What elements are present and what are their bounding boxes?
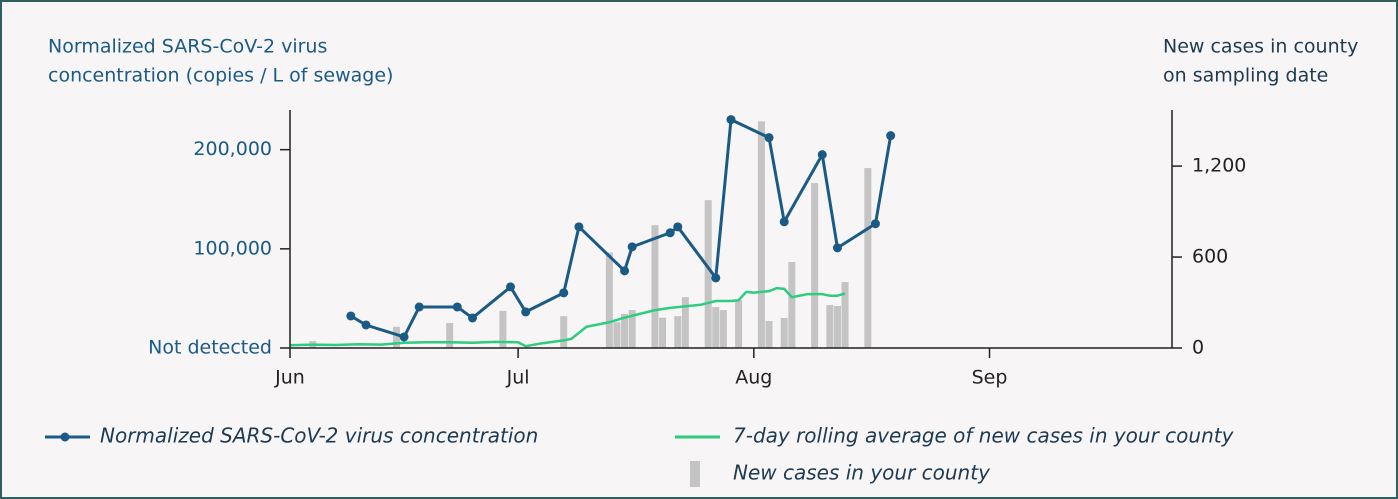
bar (757, 121, 765, 349)
bar (811, 183, 819, 348)
marker (452, 302, 462, 312)
legend-label: New cases in your county (733, 461, 991, 485)
y-tick-label: 200,000 (193, 138, 272, 160)
bar (864, 168, 872, 348)
bar (560, 316, 568, 348)
y2-axis-label: on sampling date (1163, 65, 1328, 87)
y-tick-label: 100,000 (193, 237, 272, 259)
marker (521, 307, 531, 317)
bar (628, 310, 636, 348)
bar (780, 317, 788, 348)
marker (764, 133, 774, 143)
marker (673, 222, 683, 232)
bar (651, 225, 659, 348)
y2-tick-label: 600 (1192, 246, 1228, 268)
bar (659, 317, 667, 348)
y2-tick-label: 0 (1192, 337, 1204, 359)
y-axis-label: concentration (copies / L of sewage) (48, 65, 393, 87)
x-tick-label: Jun (274, 367, 305, 389)
legend-label: Normalized SARS-CoV-2 virus concentratio… (100, 424, 538, 448)
bar (826, 305, 834, 348)
x-tick-label: Aug (735, 367, 772, 389)
bar (719, 310, 727, 348)
bar (765, 321, 773, 348)
marker (627, 242, 637, 252)
marker (346, 311, 356, 321)
marker (559, 288, 569, 298)
marker (506, 282, 515, 292)
marker (665, 228, 675, 238)
bar (621, 313, 629, 348)
marker (870, 219, 880, 229)
marker (574, 222, 584, 232)
marker (886, 131, 896, 141)
marker (399, 332, 409, 342)
legend-swatch (690, 461, 700, 487)
bar (841, 282, 849, 348)
bar (735, 300, 743, 348)
marker (414, 302, 424, 312)
bar (605, 252, 613, 348)
marker (467, 313, 477, 323)
marker (711, 273, 721, 283)
marker (361, 320, 371, 330)
bar (788, 262, 796, 348)
bar (499, 310, 507, 348)
y-tick-label: Not detected (148, 337, 272, 359)
y2-tick-label: 1,200 (1192, 155, 1246, 177)
y2-axis-label: New cases in county (1163, 36, 1358, 58)
line (350, 118, 893, 339)
marker (620, 266, 630, 276)
line (289, 286, 846, 348)
bar (681, 297, 689, 348)
marker (779, 217, 789, 227)
marker (832, 243, 842, 253)
bar (446, 322, 454, 348)
y-axis-label: Normalized SARS-CoV-2 virus (48, 36, 327, 58)
bar (712, 307, 720, 348)
bar (392, 326, 400, 348)
legend-label: 7-day rolling average of new cases in yo… (733, 424, 1235, 448)
x-tick-label: Sep (972, 367, 1008, 389)
legend-swatch (60, 432, 70, 442)
x-tick-label: Jul (506, 367, 530, 389)
bar (613, 322, 621, 348)
bar (674, 316, 682, 348)
marker (726, 115, 736, 125)
bar (833, 306, 841, 348)
bar (704, 200, 712, 348)
marker (817, 150, 827, 160)
